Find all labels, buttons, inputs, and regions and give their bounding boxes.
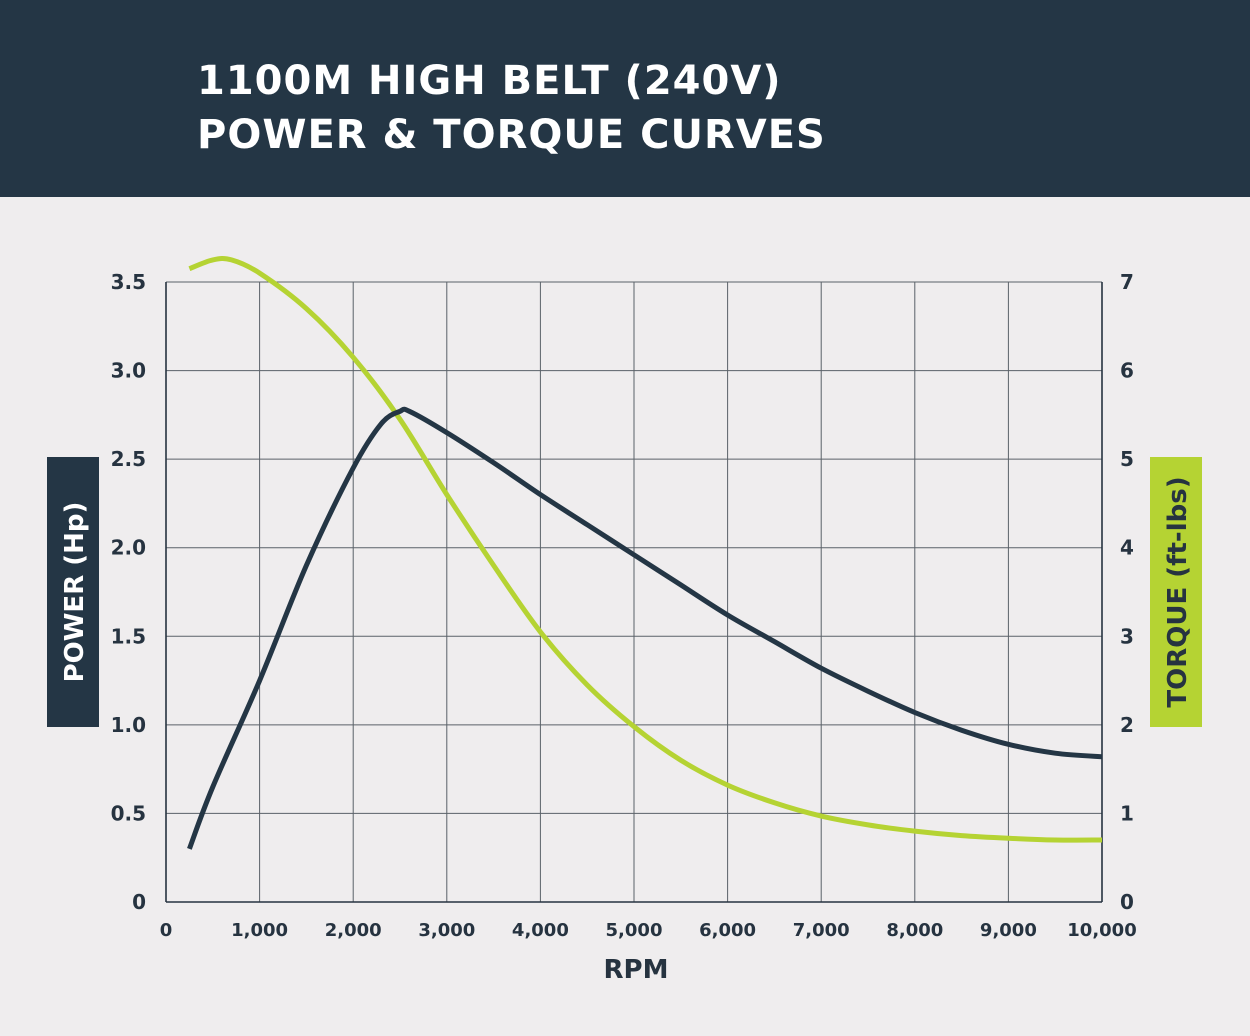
left-tick-label: 2.5	[111, 447, 146, 471]
left-tick-label: 3.0	[111, 359, 146, 383]
chart-title-line-2: POWER & TORQUE CURVES	[197, 112, 826, 158]
left-axis-title: POWER (Hp)	[60, 502, 90, 683]
left-axis-ticks: 0 0.5 1.0 1.5 2.0 2.5 3.0 3.5	[111, 270, 146, 914]
right-tick-label: 2	[1120, 713, 1134, 737]
series-lines	[187, 255, 1103, 850]
right-axis-title-box	[1150, 457, 1202, 727]
right-axis-ticks: 0 1 2 3 4 5 6 7	[1120, 270, 1134, 914]
x-tick-label: 9,000	[980, 920, 1037, 941]
x-tick-label: 3,000	[418, 920, 475, 941]
right-tick-label: 7	[1120, 270, 1134, 294]
left-tick-label: 0	[132, 890, 146, 914]
x-tick-label: 6,000	[699, 920, 756, 941]
right-tick-label: 1	[1120, 801, 1134, 825]
right-axis-title: TORQUE (ft-lbs)	[1163, 476, 1193, 707]
left-axis-title-box	[47, 457, 99, 727]
right-tick-label: 5	[1120, 447, 1134, 471]
x-tick-label: 1,000	[231, 920, 288, 941]
right-tick-label: 0	[1120, 890, 1134, 914]
x-tick-label: 2,000	[325, 920, 382, 941]
left-tick-label: 1.5	[111, 624, 146, 648]
x-tick-label: 0	[160, 920, 173, 941]
x-tick-label: 7,000	[793, 920, 850, 941]
header-banner: 1100M HIGH BELT (240V) POWER & TORQUE CU…	[0, 0, 1250, 197]
left-tick-label: 0.5	[111, 801, 146, 825]
x-tick-label: 5,000	[606, 920, 663, 941]
torque-curve	[188, 255, 1103, 843]
right-tick-label: 6	[1120, 359, 1134, 383]
x-tick-label: 4,000	[512, 920, 569, 941]
x-axis-ticks: 0 1,000 2,000 3,000 4,000 5,000 6,000 7,000 8,00…	[160, 920, 1137, 941]
right-tick-label: 3	[1120, 624, 1134, 648]
left-tick-label: 3.5	[111, 270, 146, 294]
right-tick-label: 4	[1120, 536, 1134, 560]
x-tick-label: 10,000	[1067, 920, 1136, 941]
x-tick-label: 8,000	[886, 920, 943, 941]
grid-lines	[165, 281, 1103, 903]
chart-title-line-1: 1100M HIGH BELT (240V)	[197, 58, 782, 104]
left-tick-label: 1.0	[111, 713, 146, 737]
left-tick-label: 2.0	[111, 536, 146, 560]
power-curve	[187, 406, 1103, 850]
x-axis-title: RPM	[604, 955, 669, 985]
